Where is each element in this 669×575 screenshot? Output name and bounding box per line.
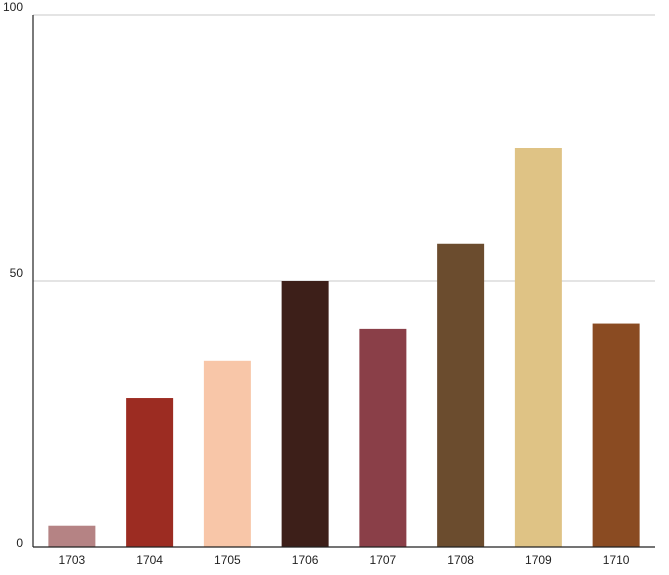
- x-tick-label: 1708: [447, 553, 474, 567]
- x-tick-label: 1703: [59, 553, 86, 567]
- bar-1705: [203, 360, 251, 547]
- y-tick-label: 0: [16, 536, 23, 550]
- x-tick-label: 1707: [370, 553, 397, 567]
- bar-1707: [359, 328, 407, 547]
- bar-1706: [281, 281, 329, 547]
- y-tick-label: 100: [3, 0, 23, 14]
- axes: [32, 15, 655, 548]
- y-tick-labels: 0 50 100: [3, 0, 23, 550]
- y-tick-label: 50: [10, 266, 24, 280]
- x-tick-label: 1706: [292, 553, 319, 567]
- bars: [48, 148, 640, 547]
- bar-1704: [126, 398, 174, 547]
- x-tick-label: 1704: [136, 553, 163, 567]
- x-tick-labels: 1703 1704 1705 1706 1707 1708 1709 1710: [59, 553, 630, 567]
- x-tick-label: 1709: [525, 553, 552, 567]
- bar-1710: [592, 323, 640, 547]
- bar-1708: [437, 243, 485, 547]
- x-tick-label: 1705: [214, 553, 241, 567]
- x-tick-label: 1710: [603, 553, 630, 567]
- bar-1709: [514, 148, 562, 547]
- bar-1703: [48, 525, 96, 547]
